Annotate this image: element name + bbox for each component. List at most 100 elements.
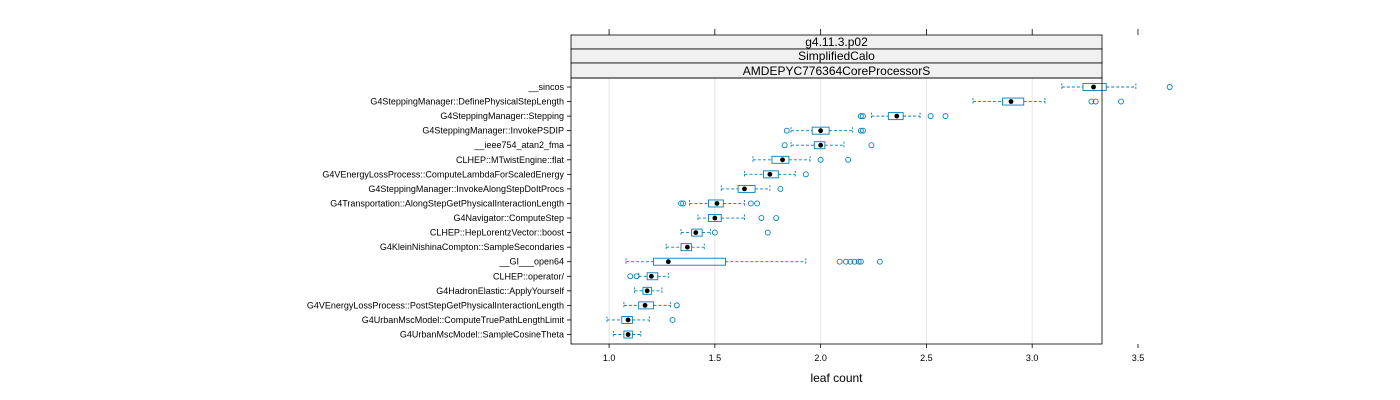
boxplots [606,83,1173,339]
category-label: G4UrbanMscModel::SampleCosineTheta [400,330,564,340]
category-label: G4SteppingManager::DefinePhysicalStepLen… [370,97,564,107]
outlier-point [847,258,854,265]
strip-2-label: SimplifiedCalo [798,49,875,63]
strip-1-label: g4.11.3.p02 [805,35,868,49]
median-dot [625,332,631,337]
x-tick-label: 3.5 [1132,353,1145,363]
boxplot-row [634,286,663,295]
boxplot-row [1061,83,1173,91]
outlier-point [678,200,684,207]
x-tick-label: 3.0 [1026,353,1039,363]
outlier-point [781,142,788,149]
outlier-point [817,156,824,163]
category-label: G4SteppingManager::InvokeAlongStepDoItPr… [368,184,564,194]
box-iqr [763,170,779,179]
median-dot [767,171,773,177]
outlier-point [1166,84,1173,90]
x-tick-label: 2.0 [814,353,827,363]
boxplot-row [678,199,761,208]
box-iqr [642,286,652,295]
boxplot-row [781,141,875,150]
category-label: G4VEnergyLossProcess::ComputeLambdaForSc… [322,169,564,179]
x-tick-label: 2.5 [920,353,933,363]
median-dot [818,128,824,134]
box-iqr [680,243,693,252]
boxplot-row [665,243,705,252]
median-dot [894,113,900,119]
median-dot [693,230,699,235]
boxplot-row [752,155,852,164]
box-iqr [811,126,830,135]
outlier-point [764,229,771,236]
category-label: CLHEP::MTwistEngine::flat [456,155,565,165]
boxplot-row [612,330,642,339]
panel-strips: g4.11.3.p02 SimplifiedCalo AMDEPYC776364… [570,34,1103,79]
category-labels: __sincosG4SteppingManager::DefinePhysica… [307,82,571,340]
outlier-point [777,185,784,192]
outlier-point [669,316,676,323]
outlier-point [633,273,640,280]
box-iqr [1082,83,1107,91]
outlier-point [802,171,809,178]
median-dot [818,142,824,148]
outlier-point [857,127,864,134]
outlier-point [627,273,634,280]
box-iqr [638,301,654,310]
x-axis-ticks: 1.0 1.5 2.0 2.5 3.0 3.5 [603,29,1144,363]
outlier-point [680,200,687,207]
median-dot [665,259,671,265]
outlier-point [1088,98,1095,105]
box-iqr [653,257,726,266]
median-dot [642,302,648,308]
grid-lines [608,78,1033,344]
box-iqr [691,228,703,237]
boxplot-row [627,272,669,281]
category-label: G4Transportation::AlongStepGetPhysicalIn… [330,198,564,208]
outlier-point [857,113,864,120]
category-label: CLHEP::HepLorentzVector::boost [430,228,565,238]
outlier-point [859,113,866,120]
boxplot-row [623,301,680,310]
outlier-point [783,127,790,134]
median-dot [648,273,654,279]
outlier-point [836,258,843,265]
box-iqr [771,155,790,164]
outlier-point [754,200,761,207]
boxplot-row [680,228,771,237]
outlier-point [855,258,862,265]
box-iqr [623,330,633,339]
boxplot-row [972,97,1124,106]
outlier-point [843,258,849,265]
boxplot-row [783,126,866,135]
median-dot [742,186,747,192]
outlier-point [773,215,780,221]
box-iqr [708,199,724,208]
category-label: G4SteppingManager::InvokePSDIP [422,126,564,136]
median-dot [625,317,631,323]
outlier-point [1118,98,1124,105]
x-axis-title: leaf count [810,371,863,385]
boxplot-row [697,214,780,222]
outlier-point [857,258,864,265]
median-dot [684,244,690,250]
category-label: G4VEnergyLossProcess::PostStepGetPhysica… [307,300,564,310]
outlier-point [673,302,680,309]
outlier-point [851,258,858,265]
category-label: G4HadronElastic::ApplyYourself [436,286,564,296]
category-label: __ieee754_atan2_fma [473,140,564,150]
category-label: __sincos [527,82,564,92]
category-label: G4SteppingManager::Stepping [440,111,564,121]
outlier-point [711,229,718,236]
outlier-point [845,156,852,163]
category-label: G4Navigator::ComputeStep [453,213,564,223]
x-tick-label: 1.5 [709,353,722,363]
plot-frame [570,77,1103,345]
box-iqr [737,184,756,193]
box-iqr [646,272,659,281]
median-dot [1008,99,1014,104]
outlier-point [1092,98,1099,105]
box-iqr [621,315,633,324]
outlier-point [942,113,949,120]
boxplot-row [625,257,883,266]
